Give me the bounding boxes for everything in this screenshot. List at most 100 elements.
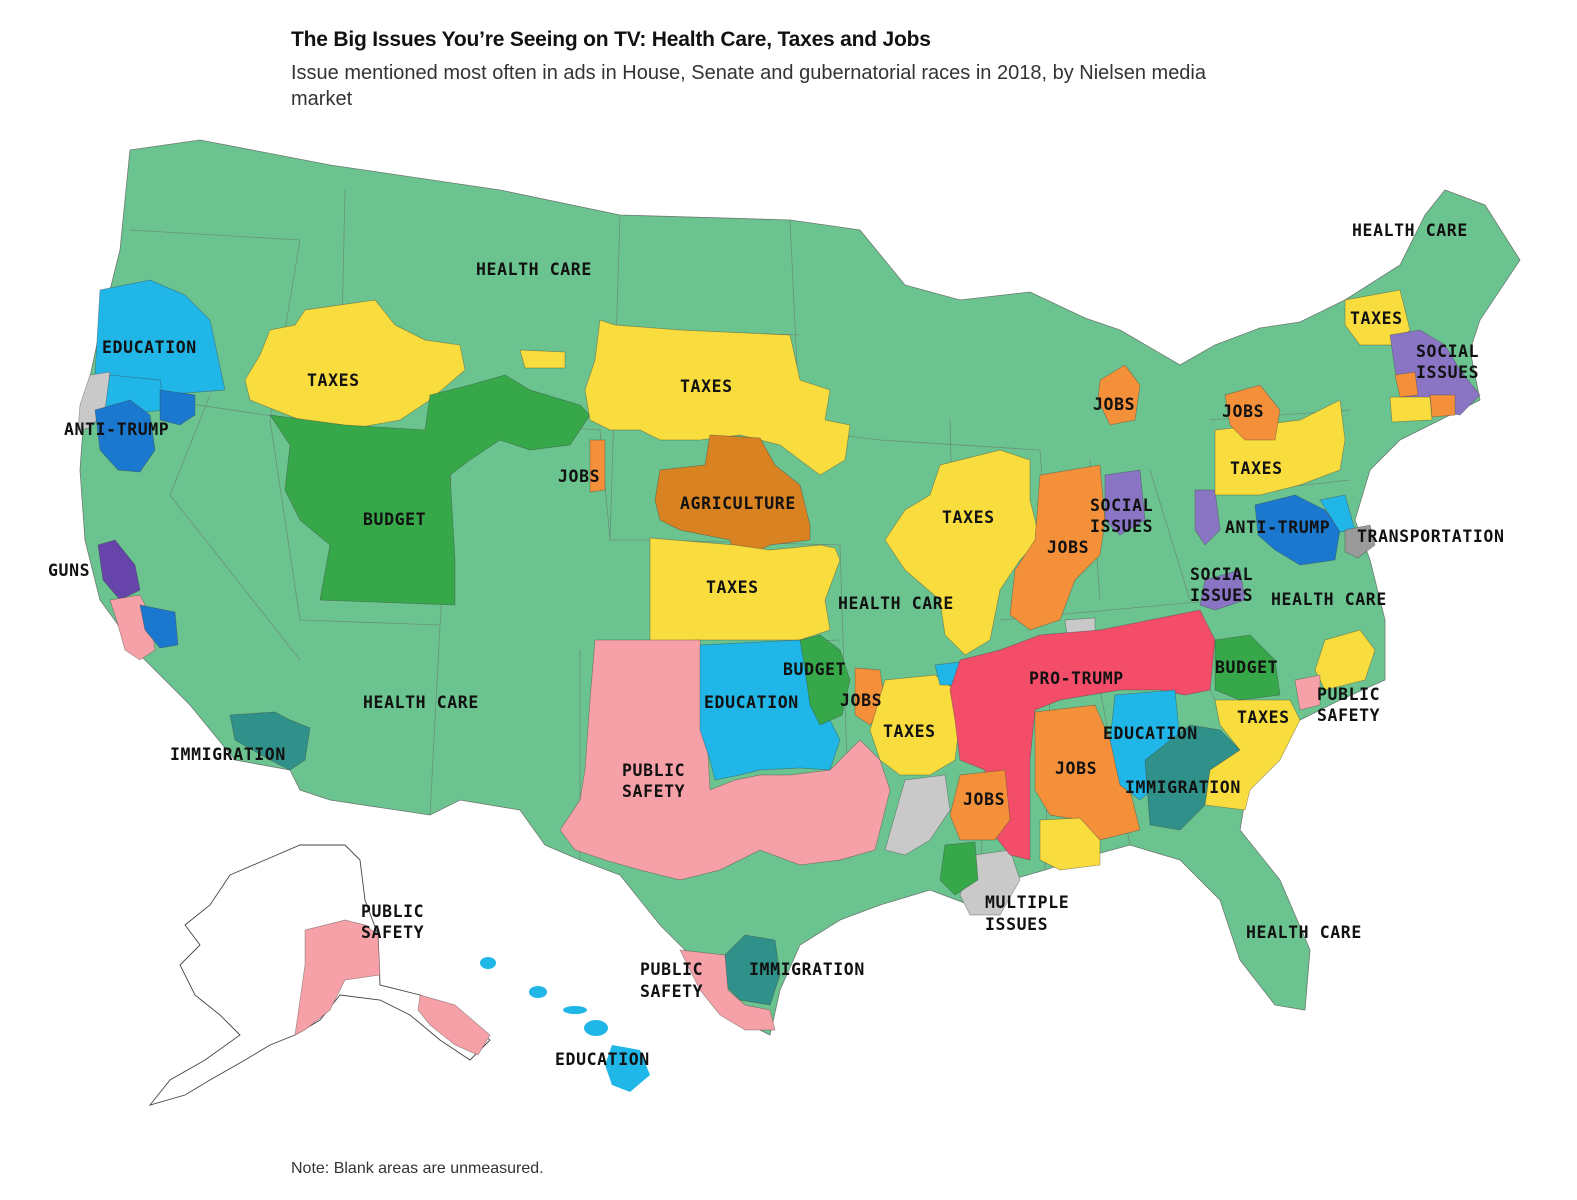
label-education-ok: EDUCATION (704, 693, 799, 712)
region-jobs-co (589, 439, 606, 493)
region-anti-trump-ca-2 (159, 389, 196, 426)
region-public-safety-nc (1294, 674, 1321, 711)
region-pro-trump (949, 609, 1216, 861)
hawaii (480, 957, 650, 1092)
region-jobs-mi (1097, 364, 1141, 426)
region-social-oh (1104, 469, 1146, 536)
label-immigration-ga: IMMIGRATION (1125, 778, 1241, 797)
region-taxes-sc (1204, 699, 1301, 811)
label-agriculture: AGRICULTURE (680, 494, 796, 513)
label-pro-trump: PRO-TRUMP (1029, 669, 1124, 688)
label-taxes-il: TAXES (942, 508, 995, 527)
label-public-safety-tx-2: SAFETY (622, 782, 685, 801)
label-public-safety-ak-2: SAFETY (361, 923, 424, 942)
region-anti-trump-ca-3 (139, 604, 179, 649)
label-health-care-ne: HEALTH CARE (1352, 221, 1468, 240)
label-budget-ok: BUDGET (783, 660, 846, 679)
region-budget-nc (1214, 634, 1281, 701)
region-anti-trump-md (1254, 494, 1341, 566)
label-taxes-pa: TAXES (1230, 459, 1283, 478)
region-agriculture (654, 434, 811, 556)
hawaii-molokai (563, 1006, 587, 1014)
region-taxes-al (1039, 817, 1101, 871)
label-public-safety-ak-1: PUBLIC (361, 902, 424, 921)
label-anti-trump-md: ANTI-TRUMP (1225, 518, 1330, 537)
label-health-care-nw: HEALTH CARE (476, 260, 592, 279)
label-social-va-1: SOCIAL (1190, 565, 1253, 584)
label-budget-ut: BUDGET (363, 510, 426, 529)
label-health-care-east: HEALTH CARE (1271, 590, 1387, 609)
region-budget-wy-ut (269, 374, 591, 606)
label-budget-nc: BUDGET (1215, 658, 1278, 677)
region-transportation (1344, 524, 1376, 559)
label-education-ga: EDUCATION (1103, 724, 1198, 743)
region-jobs-ct (1394, 371, 1419, 398)
label-education-hi: EDUCATION (555, 1050, 650, 1069)
label-taxes-ks: TAXES (706, 578, 759, 597)
chart-subtitle: Issue mentioned most often in ads in Hou… (291, 62, 1206, 110)
label-transportation: TRANSPORTATION (1357, 527, 1504, 546)
label-anti-trump-west: ANTI-TRUMP (64, 420, 169, 439)
issue-labels: HEALTH CARE HEALTH CARE EDUCATION TAXES … (48, 221, 1504, 1069)
label-public-safety-nc-1: PUBLIC (1317, 685, 1380, 704)
label-public-safety-nc-2: SAFETY (1317, 706, 1380, 725)
label-public-safety-stx-1: PUBLIC (640, 960, 703, 979)
hawaii-maui (584, 1020, 608, 1036)
label-jobs-co: JOBS (558, 467, 600, 486)
label-public-safety-stx-2: SAFETY (640, 982, 703, 1001)
region-taxes-il (884, 449, 1041, 656)
label-social-ma-1: SOCIAL (1416, 342, 1479, 361)
label-jobs-in: JOBS (1047, 538, 1089, 557)
label-taxes-sd: TAXES (680, 377, 733, 396)
region-jobs-al (1034, 704, 1141, 841)
label-jobs-al: JOBS (1055, 759, 1097, 778)
label-immigration-az: IMMIGRATION (170, 745, 286, 764)
alaska-public-safety (294, 919, 381, 1036)
region-public-safety-tx (559, 639, 891, 881)
region-guns (97, 539, 141, 601)
region-taxes-nc (1314, 629, 1376, 691)
issue-regions (77, 279, 1481, 1031)
hawaii-big-island (605, 1045, 650, 1092)
label-jobs-mi: JOBS (1093, 395, 1135, 414)
region-multiple-la (884, 774, 951, 856)
label-jobs-ar: JOBS (840, 691, 882, 710)
label-social-oh-1: SOCIAL (1090, 496, 1153, 515)
footnote: Note: Blank areas are unmeasured. (291, 1160, 544, 1177)
region-jobs-ct-2 (1429, 394, 1456, 418)
label-public-safety-tx-1: PUBLIC (622, 761, 685, 780)
region-budget-ok (799, 634, 851, 726)
region-taxes-pa (1214, 399, 1346, 496)
label-taxes-sc: TAXES (1237, 708, 1290, 727)
chart-title: The Big Issues You’re Seeing on TV: Heal… (291, 28, 931, 51)
region-jobs-in (1009, 464, 1106, 631)
region-anti-trump-ca (94, 399, 156, 473)
region-jobs-ms (949, 769, 1011, 841)
hawaii-kauai (480, 957, 496, 969)
region-multiple-ca-coast (77, 371, 111, 431)
region-social-va (1199, 569, 1246, 611)
label-health-care-se: HEALTH CARE (1246, 923, 1362, 942)
hawaii-oahu (529, 986, 547, 998)
label-health-care-central: HEALTH CARE (838, 594, 954, 613)
label-jobs-ny: JOBS (1222, 402, 1264, 421)
label-social-oh-2: ISSUES (1090, 517, 1153, 536)
region-immigration-az (229, 711, 311, 771)
label-guns: GUNS (48, 561, 90, 580)
label-immigration-tx: IMMIGRATION (749, 960, 865, 979)
label-taxes-mt: TAXES (307, 371, 360, 390)
label-multiple-1: MULTIPLE (985, 893, 1069, 912)
label-education-or: EDUCATION (102, 338, 197, 357)
label-taxes-vt: TAXES (1350, 309, 1403, 328)
label-social-va-2: ISSUES (1190, 586, 1253, 605)
region-budget-la (939, 841, 979, 896)
region-taxes-mt-2 (519, 349, 566, 369)
region-taxes-dakotas (584, 319, 851, 476)
region-taxes-ct (1389, 396, 1433, 423)
label-multiple-2: ISSUES (985, 915, 1048, 934)
region-public-safety-stx (679, 949, 776, 1031)
label-taxes-ar: TAXES (883, 722, 936, 741)
region-jobs-ny (1224, 384, 1281, 441)
region-social-oh-2 (1194, 489, 1221, 546)
